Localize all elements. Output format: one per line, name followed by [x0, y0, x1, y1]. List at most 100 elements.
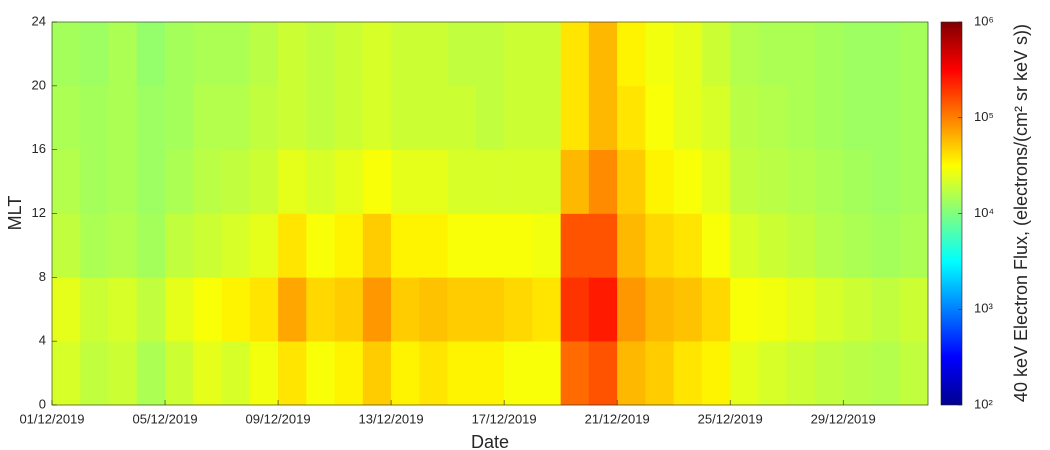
heatmap-cell [136, 277, 166, 342]
heatmap-cell [306, 22, 335, 87]
heatmap-cell [504, 149, 533, 214]
heatmap-cell [136, 85, 166, 150]
heatmap-cell [193, 149, 222, 214]
heatmap-cell [52, 149, 81, 214]
heatmap-cell [80, 277, 109, 342]
heatmap-cell [673, 213, 703, 278]
heatmap-cell [334, 149, 364, 214]
heatmap-cell [108, 85, 138, 150]
heatmap-cell [899, 213, 929, 278]
heatmap-cell [391, 149, 420, 214]
heatmap-cell [786, 341, 816, 406]
heatmap-cell [193, 213, 222, 278]
heatmap-cell [758, 85, 788, 150]
heatmap-cell [278, 277, 307, 342]
heatmap-cell [588, 22, 618, 87]
heatmap-cell [136, 149, 166, 214]
heatmap-cell [136, 213, 166, 278]
heatmap-cell [362, 85, 392, 150]
heatmap-cell [786, 22, 816, 87]
heatmap-cell [871, 149, 901, 214]
heatmap-cell [814, 85, 844, 150]
heatmap-cell [588, 277, 618, 342]
heatmap-cell [617, 149, 646, 214]
heatmap-cell [786, 85, 816, 150]
heatmap-cell [334, 341, 364, 406]
heatmap-cell [560, 277, 590, 342]
heatmap-cell [814, 277, 844, 342]
heatmap-cell [447, 149, 477, 214]
x-tick-label: 09/12/2019 [246, 411, 311, 426]
heatmap-cell [899, 149, 929, 214]
heatmap-cell [165, 85, 194, 150]
heatmap-cell [193, 277, 222, 342]
heatmap-cell [645, 213, 674, 278]
y-tick-label: 12 [32, 205, 46, 220]
heatmap-cell [221, 277, 251, 342]
heatmap-cell [701, 85, 731, 150]
heatmap-cell [701, 213, 731, 278]
heatmap-cell [730, 85, 759, 150]
heatmap-cell [673, 149, 703, 214]
colorbar-tick-label: 10³ [974, 301, 993, 316]
heatmap-cell [391, 341, 420, 406]
heatmap-cell [871, 85, 901, 150]
heatmap-cell [814, 213, 844, 278]
colorbar-tick-label: 10⁴ [974, 205, 994, 220]
heatmap-cell [52, 213, 81, 278]
heatmap-cell [871, 277, 901, 342]
heatmap-cell [786, 277, 816, 342]
heatmap-cell [249, 213, 279, 278]
heatmap-cell [193, 22, 222, 87]
x-tick-label: 01/12/2019 [19, 411, 84, 426]
heatmap-cell [419, 149, 448, 214]
heatmap-cell [504, 341, 533, 406]
heatmap-cell [221, 85, 251, 150]
heatmap-cell [673, 22, 703, 87]
heatmap-cell [165, 149, 194, 214]
heatmap-cell [645, 149, 674, 214]
heatmap-cell [80, 85, 109, 150]
heatmap-cell [80, 149, 109, 214]
heatmap-cell [447, 277, 477, 342]
heatmap-cell [560, 213, 590, 278]
x-axis-label: Date [471, 432, 509, 450]
heatmap-cell [645, 341, 674, 406]
heatmap-cell [278, 149, 307, 214]
heatmap-cell [504, 85, 533, 150]
heatmap-cell [758, 213, 788, 278]
heatmap-cell [193, 341, 222, 406]
heatmap-cell [334, 85, 364, 150]
heatmap-cell [362, 22, 392, 87]
heatmap-cell [843, 85, 872, 150]
heatmap-cell [814, 22, 844, 87]
heatmap-cell [701, 22, 731, 87]
y-tick-label: 24 [32, 13, 46, 28]
heatmap-cell [532, 149, 561, 214]
heatmap-cell [391, 277, 420, 342]
heatmap-cell [758, 22, 788, 87]
heatmap-cell [419, 341, 448, 406]
heatmap-cell [504, 277, 533, 342]
heatmap-cell [391, 213, 420, 278]
heatmap-cell [278, 22, 307, 87]
heatmap-cell [871, 341, 901, 406]
colorbar-label: 40 keV Electron Flux, (electrons/(cm² sr… [1011, 24, 1031, 402]
heatmap-cell [52, 341, 81, 406]
heatmap-cell [419, 277, 448, 342]
heatmap-cell [617, 341, 646, 406]
heatmap-cell [165, 277, 194, 342]
heatmap-cell [221, 22, 251, 87]
heatmap-cell [504, 22, 533, 87]
heatmap-cell [843, 22, 872, 87]
heatmap-cell [447, 341, 477, 406]
heatmap-cell [419, 213, 448, 278]
heatmap-cell [80, 213, 109, 278]
heatmap-cell [108, 149, 138, 214]
heatmap-cell [108, 213, 138, 278]
heatmap-cell [814, 149, 844, 214]
x-tick-label: 29/12/2019 [811, 411, 876, 426]
heatmap-cell [306, 277, 335, 342]
heatmap-cell [532, 277, 561, 342]
heatmap-cell [221, 149, 251, 214]
